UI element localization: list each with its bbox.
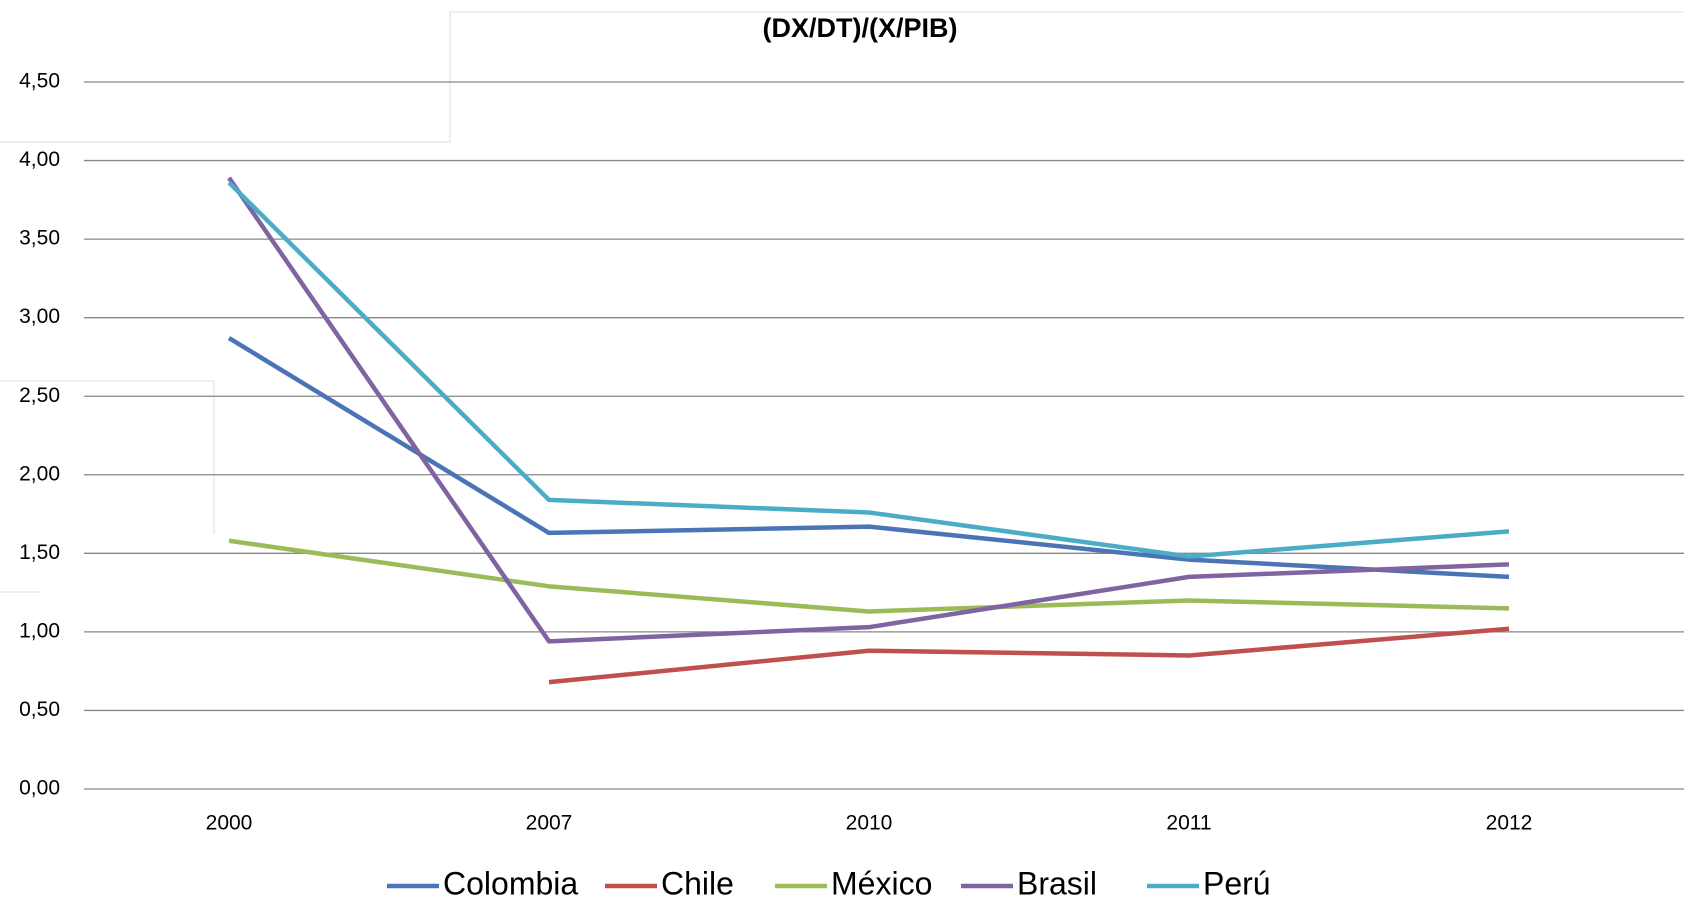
legend-label: Chile xyxy=(661,865,734,901)
legend-label: Perú xyxy=(1203,865,1271,901)
background-frame xyxy=(0,380,215,593)
x-tick-label: 2000 xyxy=(206,812,253,835)
y-tick-label: 2,50 xyxy=(19,384,60,407)
x-tick-label: 2007 xyxy=(526,812,573,835)
y-tick-label: 1,50 xyxy=(19,541,60,564)
legend-label: México xyxy=(831,865,932,901)
series-line xyxy=(227,180,1510,559)
series-line xyxy=(228,538,1510,614)
series-line xyxy=(227,336,1510,580)
x-tick-label: 2012 xyxy=(1486,812,1533,835)
y-tick-label: 0,50 xyxy=(19,698,60,721)
x-tick-label: 2011 xyxy=(1166,812,1211,835)
y-tick-label: 4,50 xyxy=(19,70,60,93)
y-tick-label: 3,50 xyxy=(19,227,60,250)
chart-title: (DX/DT)/(X/PIB) xyxy=(763,13,958,43)
background-frame xyxy=(0,11,1684,143)
y-tick-label: 3,00 xyxy=(19,305,60,328)
legend-label: Colombia xyxy=(443,865,578,901)
x-tick-label: 2010 xyxy=(846,812,893,835)
series-line xyxy=(227,176,1510,644)
legend-label: Brasil xyxy=(1017,865,1097,901)
y-tick-label: 0,00 xyxy=(19,777,60,800)
series-line xyxy=(548,626,1510,685)
y-tick-label: 1,00 xyxy=(19,619,60,642)
y-tick-label: 2,00 xyxy=(19,462,60,485)
y-tick-label: 4,00 xyxy=(19,148,60,171)
